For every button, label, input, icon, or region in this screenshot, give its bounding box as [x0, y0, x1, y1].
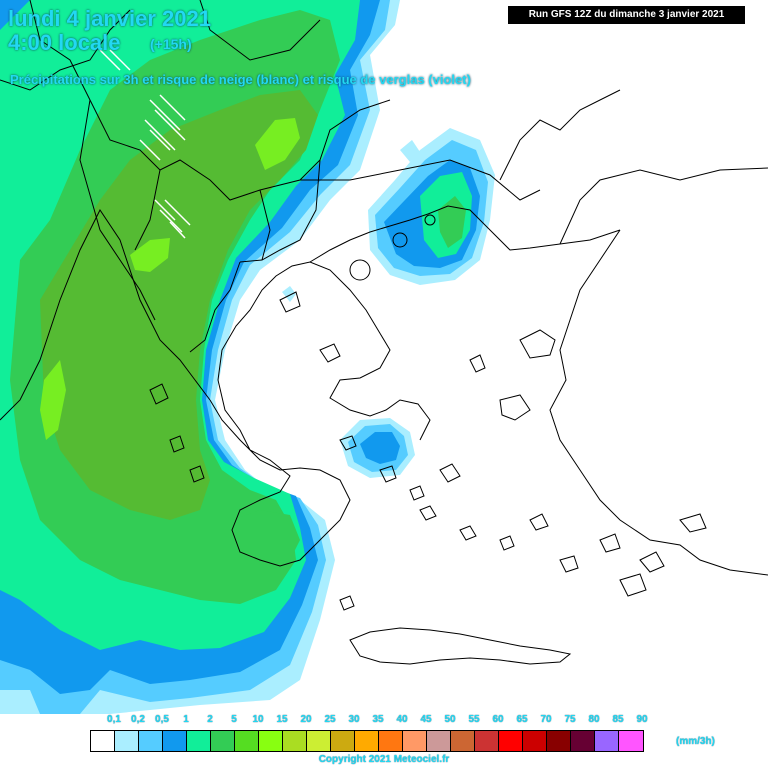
legend-swatch [427, 731, 451, 751]
legend-tick-label: 90 [636, 714, 648, 725]
legend-tick-label: 1 [183, 714, 189, 725]
legend-swatch [571, 731, 595, 751]
forecast-offset: (+15h) [150, 36, 192, 52]
legend-swatch [211, 731, 235, 751]
legend-swatch [115, 731, 139, 751]
legend-tick-label: 0,1 [107, 714, 121, 725]
legend-swatch [403, 731, 427, 751]
legend-tick-label: 70 [540, 714, 552, 725]
legend-swatch [547, 731, 571, 751]
legend-tick-label: 55 [468, 714, 480, 725]
legend-swatch [91, 731, 115, 751]
legend-tick-label: 85 [612, 714, 624, 725]
legend-colorbar [90, 730, 644, 752]
legend-swatch [619, 731, 643, 751]
legend-tick-label: 60 [492, 714, 504, 725]
legend-swatch [595, 731, 619, 751]
legend-tick-label: 20 [300, 714, 312, 725]
precipitation-field [0, 0, 495, 714]
legend-swatch [163, 731, 187, 751]
legend-ticks: 0,1 0,2 0,5 1 2 5 10 15 20 25 30 35 40 45 50 55 60 65 70 75… [90, 714, 690, 728]
legend-tick-label: 15 [276, 714, 288, 725]
legend-tick-label: 35 [372, 714, 384, 725]
legend-tick-label: 2 [207, 714, 213, 725]
map-subtitle: Précipitations sur 3h et risque de neige… [10, 72, 471, 87]
legend-swatch [499, 731, 523, 751]
legend-tick-label: 25 [324, 714, 336, 725]
forecast-date: lundi 4 janvier 2021 [8, 6, 211, 31]
snow-risk-hatching [99, 49, 191, 239]
legend-tick-label: 30 [348, 714, 360, 725]
legend-unit: (mm/3h) [676, 736, 715, 747]
legend-swatch [355, 731, 379, 751]
forecast-time: 4:00 locale [8, 30, 121, 55]
legend-tick-label: 65 [516, 714, 528, 725]
legend-swatch [259, 731, 283, 751]
legend-tick-label: 45 [420, 714, 432, 725]
legend-swatch [331, 731, 355, 751]
legend-swatch [139, 731, 163, 751]
legend-swatch [379, 731, 403, 751]
legend-tick-label: 10 [252, 714, 264, 725]
coastlines-borders [0, 0, 768, 665]
legend-swatch [451, 731, 475, 751]
legend-tick-label: 50 [444, 714, 456, 725]
legend-swatch [283, 731, 307, 751]
legend-swatch [523, 731, 547, 751]
legend-tick-label: 0,2 [131, 714, 145, 725]
legend-swatch [235, 731, 259, 751]
copyright: Copyright 2021 Meteociel.fr [318, 754, 450, 765]
legend-tick-label: 80 [588, 714, 600, 725]
legend-swatch [475, 731, 499, 751]
legend-swatch [307, 731, 331, 751]
legend-swatch [187, 731, 211, 751]
legend-tick-label: 5 [231, 714, 237, 725]
run-info: Run GFS 12Z du dimanche 3 janvier 2021 [508, 6, 745, 24]
legend-tick-label: 40 [396, 714, 408, 725]
legend-tick-label: 75 [564, 714, 576, 725]
legend-tick-label: 0,5 [155, 714, 169, 725]
